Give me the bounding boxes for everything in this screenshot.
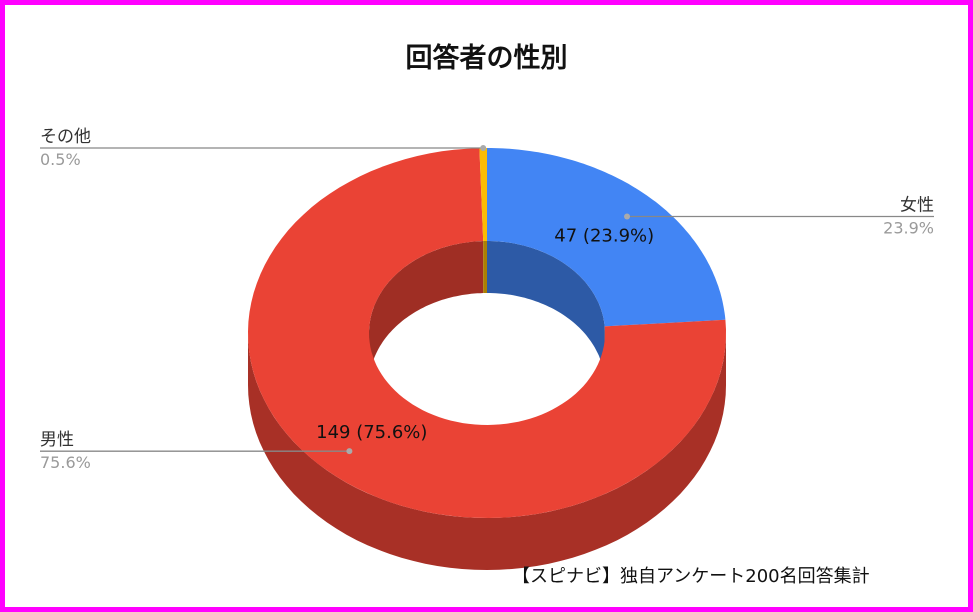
- labels-layer: 女性 23.9% 47 (23.9%) 男性 75.6% 149 (75.6%) その他 0.…: [40, 127, 934, 472]
- donut-top-layer: [248, 148, 726, 518]
- donut-inner-wall-男性: [369, 241, 484, 385]
- slice-name-label-その他: その他: [40, 127, 91, 147]
- donut-inner-wall-その他: [483, 241, 487, 293]
- slice-name-label-女性: 女性: [900, 196, 934, 216]
- leader-dot-その他: [480, 145, 487, 152]
- slice-name-label-男性: 男性: [40, 430, 74, 450]
- leader-dot-女性: [624, 213, 631, 220]
- chart-title: 回答者の性別: [405, 43, 568, 74]
- slice-data-label-男性: 149 (75.6%): [316, 422, 427, 443]
- donut-slice-その他: [479, 148, 487, 241]
- donut-slice-男性: [248, 148, 726, 518]
- donut-side-男性: [248, 333, 726, 570]
- slice-percent-label-女性: 23.9%: [883, 219, 934, 238]
- source-note: 【スピナビ】独自アンケート200名回答集計: [512, 566, 870, 587]
- slice-percent-label-その他: 0.5%: [40, 150, 81, 169]
- leader-lines-layer: [40, 145, 934, 455]
- leader-dot-男性: [346, 448, 353, 455]
- slice-data-label-女性: 47 (23.9%): [554, 225, 654, 246]
- donut-slice-女性: [487, 148, 726, 327]
- slice-percent-label-男性: 75.6%: [40, 453, 91, 472]
- donut-depth-layer: [248, 333, 726, 570]
- donut-inner-wall-女性: [487, 241, 605, 379]
